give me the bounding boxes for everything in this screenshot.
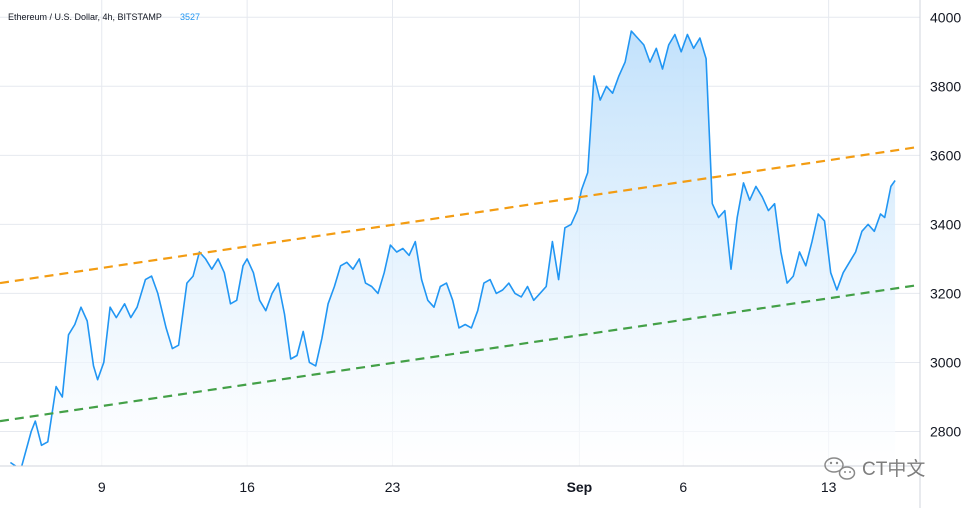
x-tick-label: 23 [385,479,401,495]
price-area-fill [10,31,896,466]
x-tick-label: 16 [239,479,255,495]
wechat-logo-icon [824,457,856,480]
y-tick-label: 2800 [930,423,961,439]
x-tick-label: 6 [679,479,687,495]
x-tick-label: 9 [98,479,106,495]
y-tick-label: 3400 [930,216,961,232]
time-axis[interactable]: 9 16 23 Sep 6 13 [98,479,837,495]
upper-trendline [0,145,920,285]
y-tick-label: 3000 [930,354,961,370]
x-tick-label: Sep [567,479,593,495]
legend-price: 3527 [180,12,200,22]
y-tick-label: 3600 [930,147,961,163]
y-tick-label: 4000 [930,9,961,25]
y-tick-label: 3200 [930,285,961,301]
x-tick-label: 13 [821,479,837,495]
price-axis[interactable]: 2800 3000 3200 3400 3600 3800 4000 [930,9,961,439]
watermark-text: CT中文 [862,458,925,480]
y-tick-label: 3800 [930,78,961,94]
legend-symbol: Ethereum / U.S. Dollar, 4h, BITSTAMP [8,12,162,22]
price-line [9,30,896,466]
lower-trendline [0,283,920,423]
watermark: CT中文 [824,457,925,480]
